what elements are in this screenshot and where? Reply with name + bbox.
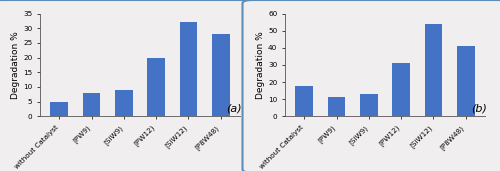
Bar — [424, 24, 442, 116]
Bar — [328, 97, 345, 116]
Bar — [360, 94, 378, 116]
Bar — [115, 90, 132, 116]
Bar — [212, 34, 230, 116]
Text: (b): (b) — [471, 103, 487, 113]
Text: (a): (a) — [226, 103, 242, 113]
Bar — [50, 102, 68, 116]
Y-axis label: Degradation %: Degradation % — [12, 31, 20, 99]
Bar — [148, 58, 165, 116]
Bar — [82, 93, 100, 116]
Bar — [180, 22, 198, 116]
Bar — [457, 46, 474, 116]
Bar — [392, 63, 410, 116]
Bar — [296, 86, 313, 116]
Y-axis label: Degradation %: Degradation % — [256, 31, 266, 99]
